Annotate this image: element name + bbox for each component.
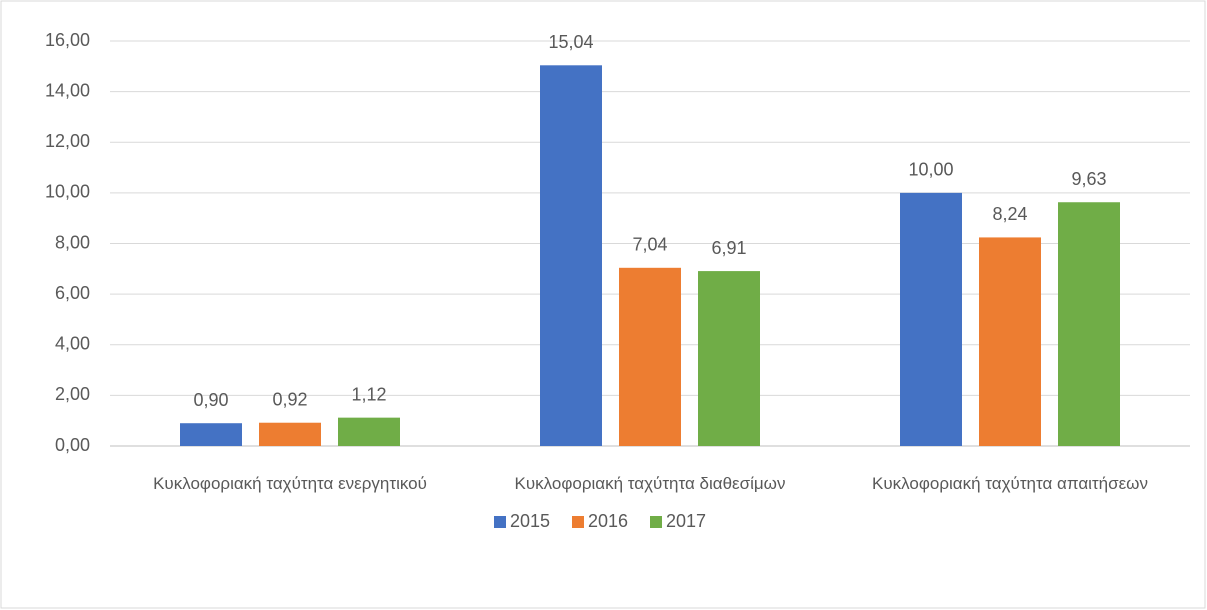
value-label: 0,90 bbox=[193, 390, 228, 410]
value-label: 15,04 bbox=[548, 32, 593, 52]
y-tick-label: 2,00 bbox=[55, 384, 90, 404]
value-label: 10,00 bbox=[908, 160, 953, 180]
value-label: 1,12 bbox=[351, 384, 386, 404]
y-tick-label: 8,00 bbox=[55, 232, 90, 252]
legend-swatch bbox=[572, 516, 584, 528]
value-label: 6,91 bbox=[711, 238, 746, 258]
x-tick-label: Κυκλοφοριακή ταχύτητα διαθεσίμων bbox=[514, 474, 786, 493]
legend-label: 2017 bbox=[666, 511, 706, 531]
value-label: 8,24 bbox=[992, 204, 1027, 224]
x-tick-label: Κυκλοφοριακή ταχύτητα ενεργητικού bbox=[153, 474, 427, 493]
y-tick-label: 16,00 bbox=[45, 30, 90, 50]
bar bbox=[900, 192, 962, 446]
y-tick-label: 10,00 bbox=[45, 182, 90, 202]
value-label: 0,92 bbox=[272, 389, 307, 409]
y-tick-label: 0,00 bbox=[55, 435, 90, 455]
y-tick-label: 4,00 bbox=[55, 334, 90, 354]
y-tick-label: 6,00 bbox=[55, 283, 90, 303]
bar bbox=[259, 422, 321, 446]
bar bbox=[698, 271, 760, 446]
bar bbox=[338, 417, 400, 446]
legend-swatch bbox=[650, 516, 662, 528]
legend-label: 2016 bbox=[588, 511, 628, 531]
legend-swatch bbox=[494, 516, 506, 528]
y-tick-label: 14,00 bbox=[45, 80, 90, 100]
legend-label: 2015 bbox=[510, 511, 550, 531]
bar bbox=[540, 65, 602, 447]
bar bbox=[180, 423, 242, 446]
bar bbox=[979, 237, 1041, 446]
x-tick-label: Κυκλοφοριακή ταχύτητα απαιτήσεων bbox=[872, 474, 1148, 493]
value-label: 7,04 bbox=[632, 235, 667, 255]
bar bbox=[619, 267, 681, 446]
y-tick-label: 12,00 bbox=[45, 131, 90, 151]
bar bbox=[1058, 202, 1120, 446]
value-label: 9,63 bbox=[1071, 169, 1106, 189]
